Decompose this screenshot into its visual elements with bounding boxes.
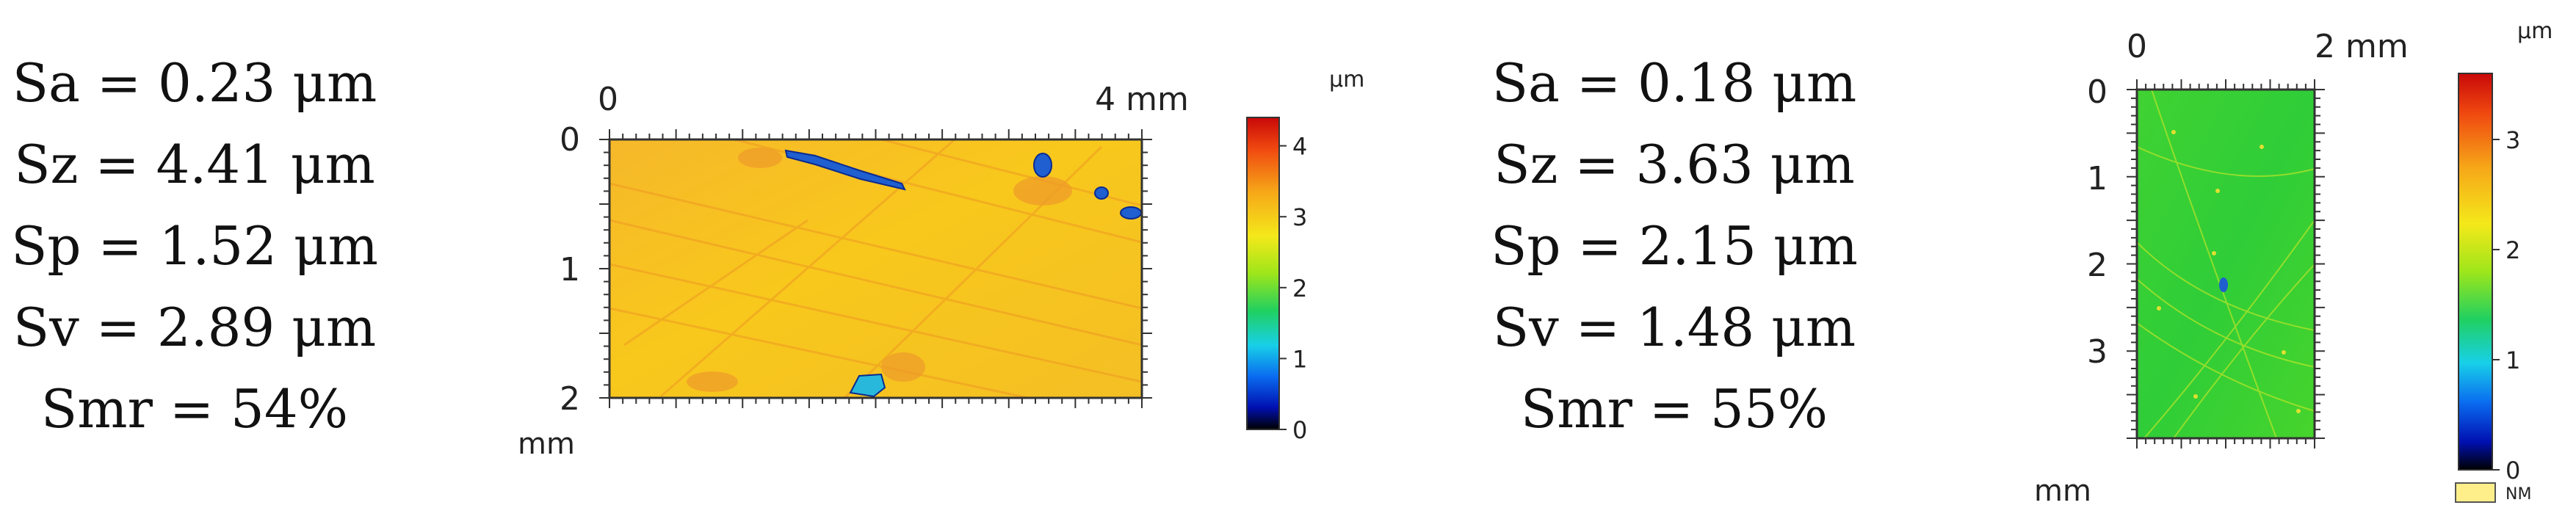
left-orange-patches [687,148,1072,392]
left-x-tick-0: 0 [598,81,618,118]
right-colorbar-tick-label: 1 [2506,346,2520,374]
sv-right: Sv = 1.48 μm [1492,297,1856,358]
sp-right: Sp = 2.15 μm [1491,215,1858,277]
right-x-tick-0: 0 [2127,28,2147,65]
right-speckles [2157,130,2301,413]
smr-left: Smr = 54% [40,378,349,440]
left-axis-ticks [599,129,1152,408]
left-colorbar-unit: μm [1329,67,1364,92]
left-y-tick-1: 1 [560,251,580,288]
right-colorbar-tick-label: 0 [2506,457,2520,484]
right-colorbar-tick-label: 2 [2506,236,2520,264]
right-surface-map: 0 2 mm 0 1 2 3 mm [2034,28,2409,508]
left-colorbar-gradient [1246,117,1280,430]
left-x-tick-4mm: 4 mm [1095,81,1189,118]
right-y-tick-2: 2 [2087,247,2108,284]
right-roughness-stats: Sa = 0.18 μm Sz = 3.63 μm Sp = 2.15 μm S… [1491,43,1858,450]
left-colorbar-tick-label: 1 [1292,345,1307,373]
right-scratch-texture [2136,89,2315,439]
left-y-tick-0: 0 [560,121,580,159]
right-y-tick-1: 1 [2087,160,2108,197]
left-colorbar-tick-label: 0 [1292,416,1307,444]
left-surface-map: 0 4 mm 0 1 2 mm [518,81,1189,461]
left-roughness-stats: Sa = 0.23 μm Sz = 4.41 μm Sp = 1.52 μm S… [0,43,389,450]
right-colorbar-tick-label: 3 [2506,126,2520,154]
left-pits [784,149,1142,398]
right-y-unit: mm [2034,474,2091,508]
right-y-tick-3: 3 [2087,333,2108,371]
right-surface-area [2137,90,2315,438]
smr-right: Smr = 55% [1520,378,1828,440]
right-x-tick-2mm: 2 mm [2315,28,2409,65]
right-colorbar-ticks: 3 2 1 0 [2492,126,2520,484]
right-y-tick-0: 0 [2087,73,2108,111]
right-colorbar-gradient [2458,73,2493,471]
sz-right: Sz = 3.63 μm [1494,134,1855,195]
right-axis-ticks [2127,79,2325,449]
sv-left: Sv = 2.89 μm [12,297,377,358]
left-colorbar-tick-label: 2 [1292,275,1307,302]
left-colorbar-tick-label: 3 [1292,203,1307,231]
sa-left: Sa = 0.23 μm [12,52,377,114]
left-y-unit: mm [518,427,575,461]
sz-left: Sz = 4.41 μm [14,134,375,195]
sp-left: Sp = 1.52 μm [11,215,378,277]
right-colorbar: μm 3 2 1 0 NM [2455,18,2553,504]
left-colorbar: μm 4 3 2 1 0 [1246,67,1364,444]
right-colorbar-unit: μm [2517,18,2553,44]
right-pit [2219,277,2228,292]
nm-legend-label: NM [2506,485,2531,504]
left-colorbar-ticks: 4 3 2 1 0 [1279,133,1307,444]
left-colorbar-tick-label: 4 [1292,133,1307,161]
left-y-tick-2: 2 [560,380,580,418]
nm-legend-swatch [2455,482,2496,503]
sa-right: Sa = 0.18 μm [1491,52,1857,114]
